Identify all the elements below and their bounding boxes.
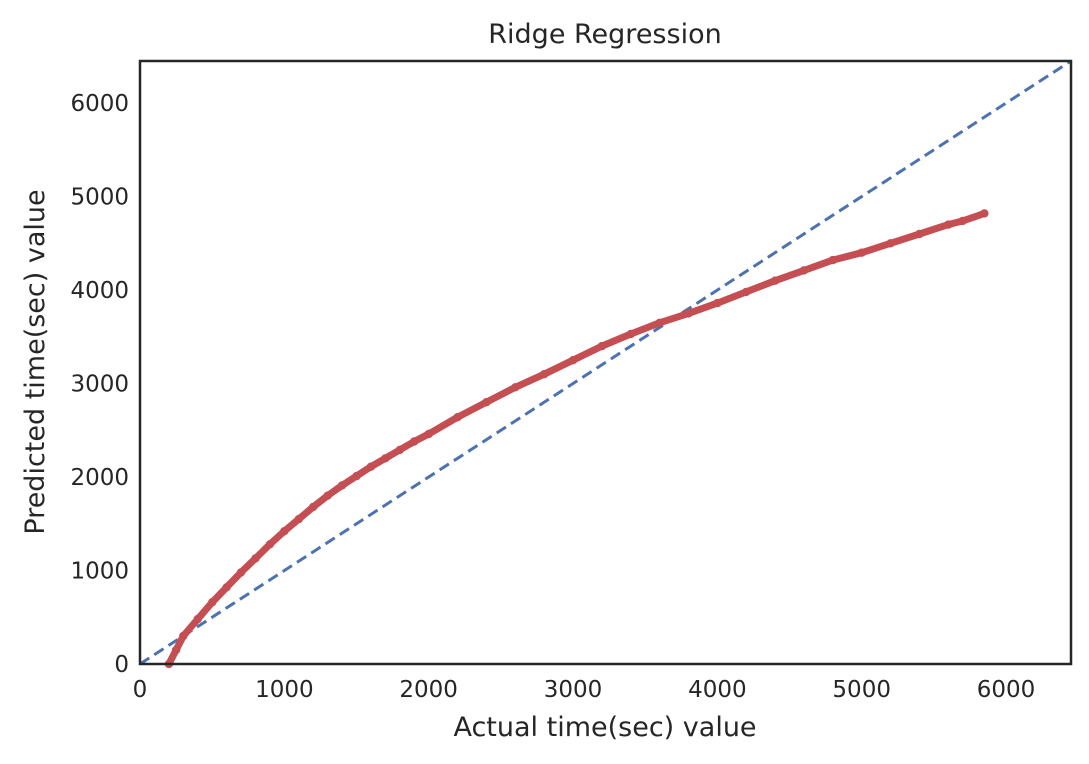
data-point bbox=[352, 471, 361, 481]
data-point bbox=[179, 631, 188, 641]
data-point bbox=[424, 429, 433, 439]
x-tick-label: 1000 bbox=[255, 677, 314, 703]
prediction-points-trace bbox=[165, 209, 988, 668]
data-point bbox=[568, 356, 578, 365]
reference-line bbox=[139, 59, 1072, 666]
data-point bbox=[309, 502, 318, 512]
data-point bbox=[222, 583, 231, 592]
y-axis-ticks: 0 1000 2000 3000 4000 5000 6000 bbox=[70, 91, 129, 678]
data-point bbox=[381, 454, 390, 463]
data-point bbox=[980, 209, 989, 218]
data-point bbox=[944, 220, 953, 229]
data-point bbox=[742, 287, 751, 297]
data-point bbox=[251, 554, 260, 563]
data-point bbox=[294, 514, 303, 524]
data-point bbox=[395, 445, 404, 455]
y-tick-label: 4000 bbox=[70, 278, 129, 304]
data-point bbox=[366, 462, 376, 471]
y-tick-label: 2000 bbox=[70, 465, 129, 491]
data-point bbox=[453, 413, 462, 422]
data-point bbox=[193, 614, 202, 624]
data-point bbox=[540, 370, 549, 379]
data-point bbox=[597, 341, 607, 351]
y-tick-label: 5000 bbox=[70, 185, 129, 211]
data-point bbox=[410, 437, 419, 446]
plot-area bbox=[139, 59, 1072, 669]
data-point bbox=[958, 216, 967, 226]
data-point bbox=[655, 318, 664, 327]
x-tick-label: 3000 bbox=[544, 677, 603, 703]
y-tick-label: 6000 bbox=[70, 91, 129, 117]
data-point bbox=[482, 398, 491, 407]
data-point bbox=[171, 645, 181, 655]
data-point bbox=[280, 527, 289, 536]
y-tick-label: 3000 bbox=[70, 372, 129, 398]
x-tick-label: 5000 bbox=[832, 677, 891, 703]
data-point bbox=[886, 239, 895, 248]
data-point bbox=[323, 491, 332, 500]
data-point bbox=[208, 598, 217, 607]
data-point bbox=[713, 298, 722, 308]
y-axis-label: Predicted time(sec) value bbox=[20, 189, 51, 534]
data-point bbox=[626, 329, 635, 339]
data-point bbox=[511, 383, 520, 392]
data-point bbox=[236, 568, 246, 577]
x-axis-ticks: 0 1000 2000 3000 4000 5000 6000 bbox=[133, 677, 1036, 703]
x-tick-label: 2000 bbox=[399, 677, 458, 703]
data-point bbox=[684, 309, 693, 318]
data-point bbox=[265, 540, 275, 549]
data-point bbox=[337, 481, 347, 490]
y-tick-label: 0 bbox=[114, 652, 129, 678]
x-axis-label: Actual time(sec) value bbox=[453, 712, 756, 743]
plot-frame bbox=[138, 59, 1073, 666]
data-point bbox=[799, 266, 809, 275]
x-tick-label: 6000 bbox=[977, 677, 1036, 703]
data-point bbox=[915, 229, 924, 239]
data-point bbox=[857, 248, 866, 257]
x-tick-label: 0 bbox=[133, 677, 148, 703]
data-point bbox=[770, 276, 780, 285]
chart-title: Ridge Regression bbox=[488, 19, 721, 50]
data-point bbox=[828, 255, 837, 265]
x-tick-label: 4000 bbox=[688, 677, 747, 703]
y-tick-label: 1000 bbox=[70, 559, 129, 585]
